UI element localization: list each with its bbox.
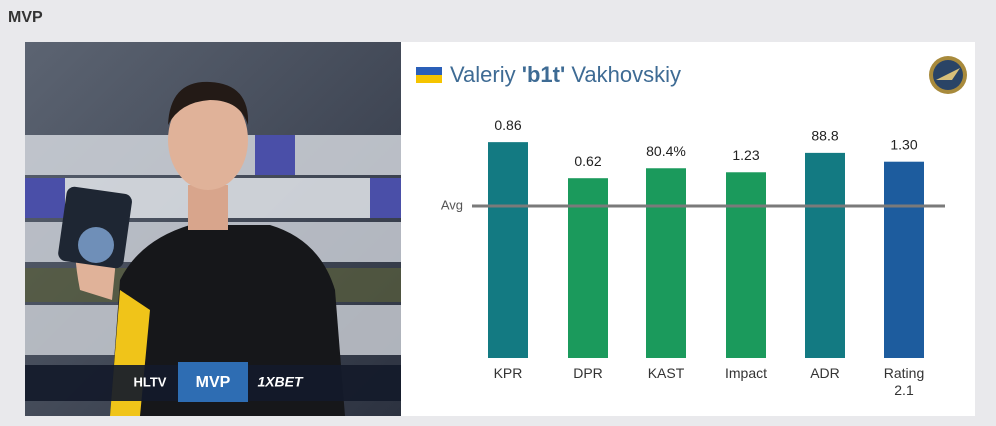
flag bbox=[416, 67, 442, 75]
x-tick-label: DPR bbox=[573, 365, 603, 381]
x-tick-label: KPR bbox=[493, 365, 523, 381]
average-label: Avg bbox=[441, 197, 463, 212]
bar bbox=[884, 161, 924, 358]
chart: 0.86 0.62 80.4% 1.23 88.8 1.30 Avg bbox=[441, 117, 945, 358]
bar bbox=[488, 142, 528, 358]
mvp-badge: MVP bbox=[196, 374, 231, 391]
section-title: MVP bbox=[8, 9, 43, 26]
sponsor-logo: 1XBET bbox=[257, 374, 304, 390]
value-label: 1.23 bbox=[732, 147, 759, 163]
x-tick-label: Rating 2.1 bbox=[883, 365, 925, 398]
value-label: 1.30 bbox=[890, 136, 917, 152]
event-emblem bbox=[929, 56, 967, 94]
x-tick-label: ADR bbox=[810, 365, 840, 381]
value-label: 88.8 bbox=[811, 128, 838, 144]
value-label: 80.4% bbox=[646, 143, 686, 159]
player-photo bbox=[25, 42, 401, 416]
last-name: Vakhovskiy bbox=[571, 62, 681, 87]
chart-labels: KPR DPR KAST Impact ADR Rating 2.1 bbox=[401, 42, 975, 416]
nickname: 'b1t' bbox=[522, 62, 565, 87]
hltv-logo: HLTV bbox=[134, 374, 167, 389]
bar bbox=[568, 178, 608, 358]
value-label: 0.62 bbox=[574, 153, 601, 169]
x-tick-label: KAST bbox=[647, 365, 685, 381]
x-tick-label: Impact bbox=[724, 365, 767, 381]
bar bbox=[805, 152, 845, 358]
player-name: Valeriy 'b1t' Vakhovskiy bbox=[450, 62, 681, 87]
first-name: Valeriy bbox=[450, 62, 516, 87]
bar bbox=[646, 168, 686, 358]
bar bbox=[726, 172, 766, 358]
value-label: 0.86 bbox=[494, 117, 521, 133]
flag bbox=[416, 75, 442, 83]
